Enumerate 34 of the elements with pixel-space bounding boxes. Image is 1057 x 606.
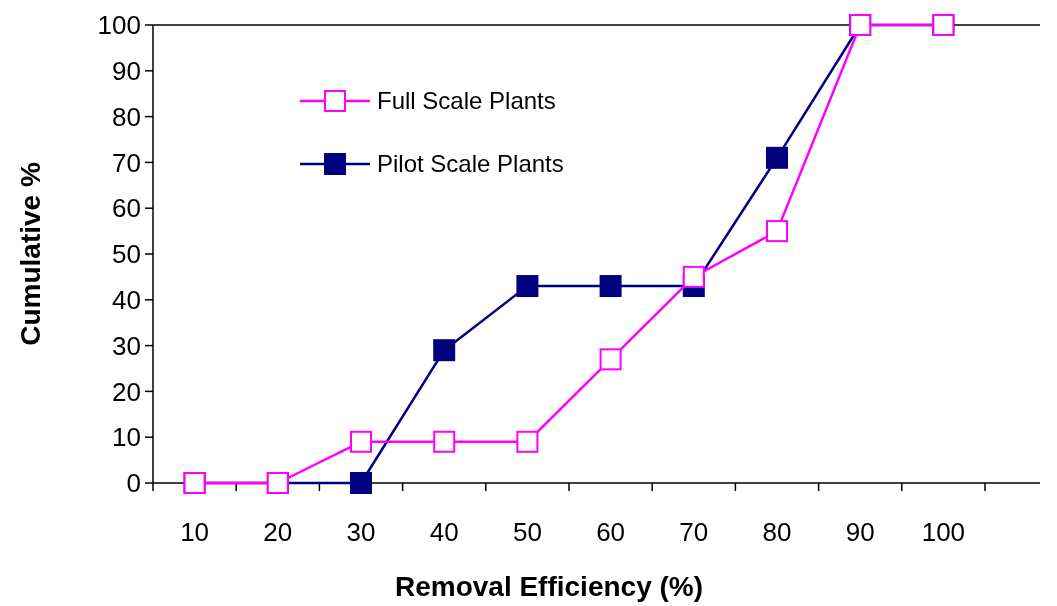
- y-tick-label: 90: [112, 55, 141, 86]
- y-tick-label: 10: [112, 422, 141, 453]
- y-tick-label: 80: [112, 101, 141, 132]
- x-tick-label: 70: [679, 517, 709, 547]
- y-axis-title: Cumulative %: [15, 162, 46, 346]
- point: [516, 275, 539, 298]
- y-tick-label: 60: [112, 193, 141, 224]
- x-tick-label: 20: [263, 517, 293, 547]
- x-tick-label: 30: [346, 517, 376, 547]
- y-tick-label: 0: [126, 468, 141, 499]
- point: [682, 265, 705, 288]
- x-tick-label: 80: [762, 517, 792, 547]
- point: [599, 275, 622, 298]
- point: [599, 348, 622, 371]
- point: [350, 472, 372, 494]
- y-tick-label: 70: [112, 147, 141, 178]
- y-tick-label: 30: [112, 330, 141, 361]
- y-tick-label: 40: [112, 284, 141, 315]
- point: [516, 430, 539, 453]
- legend-label: Pilot Scale Plants: [377, 150, 564, 178]
- x-tick-label: 100: [921, 517, 966, 547]
- point: [433, 430, 456, 453]
- point: [433, 339, 456, 362]
- x-tick-label: 10: [180, 517, 210, 547]
- point: [766, 146, 788, 169]
- x-tick-label: 40: [429, 517, 459, 547]
- x-axis-title: Removal Efficiency (%): [394, 571, 704, 602]
- legend-label: Full Scale Plants: [377, 87, 556, 115]
- y-tick-label: 50: [112, 239, 141, 270]
- x-tick-label: 50: [512, 517, 542, 547]
- y-tick-label: 20: [112, 376, 141, 407]
- x-tick-label: 90: [845, 517, 875, 547]
- y-tick-label: 100: [97, 10, 141, 41]
- x-tick-label: 60: [596, 517, 626, 547]
